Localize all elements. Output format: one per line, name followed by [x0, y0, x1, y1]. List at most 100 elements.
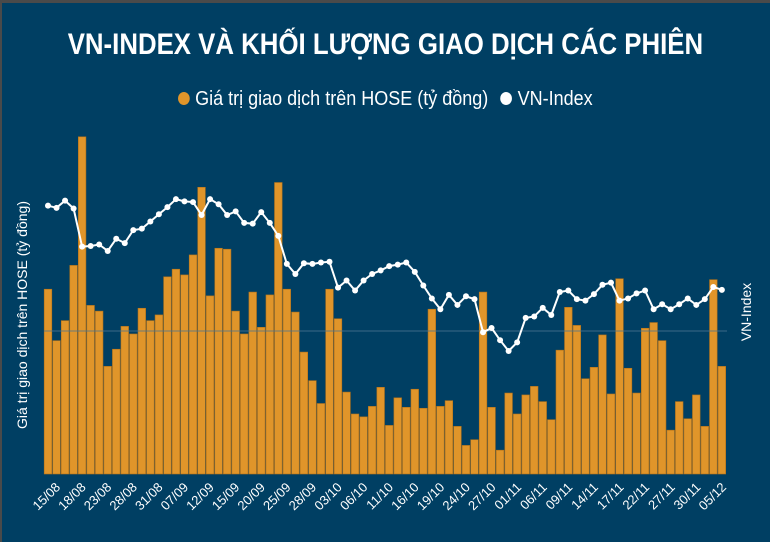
bar — [308, 380, 317, 475]
x-tick-label: 14/11 — [568, 480, 601, 513]
bar — [60, 320, 70, 475]
vn-index-point — [411, 268, 418, 275]
x-tick-label: 07/09 — [158, 480, 192, 514]
bar — [564, 307, 573, 475]
legend-bar-label: Giá trị giao dịch trên HOSE (tỷ đồng) — [194, 88, 488, 110]
vn-index-point — [633, 290, 640, 297]
bar — [530, 386, 539, 475]
bar — [376, 387, 385, 475]
vn-index-point — [548, 312, 555, 319]
vn-index-point — [147, 218, 154, 225]
bar — [581, 378, 590, 475]
bar — [78, 136, 87, 475]
vn-index-point — [181, 198, 188, 205]
bar — [52, 340, 61, 475]
x-tick-label: 25/09 — [260, 480, 294, 514]
x-tick-label: 22/11 — [619, 480, 652, 513]
chart-title: VN-INDEX VÀ KHỐI LƯỢNG GIAO DỊCH CÁC PHI… — [0, 28, 770, 62]
x-tick-label: 30/11 — [671, 480, 704, 513]
vn-index-point — [232, 208, 239, 215]
bar — [120, 326, 129, 475]
bar — [282, 288, 291, 475]
bar — [555, 349, 564, 475]
bar — [257, 327, 266, 475]
vn-index-point — [369, 271, 376, 278]
vn-index-point — [138, 225, 145, 232]
vn-index-point — [445, 291, 452, 298]
x-tick-label: 06/11 — [517, 480, 550, 513]
bar — [129, 333, 138, 475]
vn-index-point — [462, 293, 469, 300]
bar — [717, 366, 726, 475]
bar — [419, 407, 428, 475]
vn-index-point — [497, 337, 504, 344]
bar — [359, 416, 368, 475]
bar — [632, 392, 641, 475]
bar — [163, 276, 172, 475]
bar — [700, 426, 709, 475]
vn-index-point — [45, 202, 51, 209]
vn-index-point — [283, 260, 290, 267]
bar — [675, 401, 684, 475]
vn-index-point — [87, 242, 94, 249]
bar — [666, 429, 675, 475]
vn-index-point — [505, 347, 512, 354]
x-tick-label: 27/11 — [645, 480, 678, 513]
x-tick-label: 19/10 — [414, 480, 448, 514]
vn-index-point — [607, 279, 614, 286]
vn-index-point — [317, 259, 324, 266]
bar — [410, 388, 419, 475]
bar — [513, 413, 522, 475]
vn-index-point — [164, 204, 171, 211]
bar — [598, 334, 607, 475]
bar — [180, 274, 189, 475]
vn-index-point — [403, 259, 410, 266]
bar — [103, 366, 112, 475]
bar — [43, 288, 53, 475]
bar — [385, 425, 394, 475]
bar — [649, 322, 658, 475]
x-tick-label: 12/09 — [183, 480, 217, 514]
vn-index-point — [667, 306, 674, 313]
vn-index-point — [590, 291, 597, 298]
bar — [316, 403, 326, 475]
bar — [299, 351, 309, 475]
vn-index-point — [488, 324, 495, 331]
legend-bar-marker-icon — [177, 91, 190, 105]
vn-index-point — [335, 284, 342, 291]
vn-index-point — [514, 339, 521, 346]
bar — [223, 248, 232, 475]
x-tick-label: 06/10 — [337, 480, 371, 514]
bar — [265, 294, 274, 475]
vn-index-point — [710, 283, 717, 290]
bar — [521, 394, 530, 475]
bar — [427, 308, 436, 475]
x-tick-label: 31/08 — [132, 480, 166, 514]
vn-index-point — [300, 260, 307, 267]
bar — [393, 397, 402, 475]
x-tick-label: 15/09 — [209, 480, 243, 514]
vn-index-point — [198, 212, 205, 219]
bar — [538, 401, 547, 475]
vn-index-point — [70, 205, 77, 212]
bar — [640, 327, 650, 475]
vn-index-point — [249, 220, 256, 227]
legend-line-label: VN-Index — [517, 88, 593, 110]
vn-index-point — [275, 232, 282, 239]
bar — [658, 340, 667, 475]
vn-index-point — [343, 277, 350, 284]
bar — [623, 367, 633, 475]
bar — [171, 268, 181, 475]
vn-index-point — [394, 261, 401, 268]
x-tick-label: 28/09 — [286, 480, 320, 514]
bar — [692, 394, 701, 475]
vn-index-point — [599, 281, 606, 288]
vn-index-point — [437, 306, 444, 313]
bar — [487, 407, 496, 475]
bar — [436, 406, 445, 475]
vn-index-point — [650, 306, 657, 313]
chart-title-text: VN-INDEX VÀ KHỐI LƯỢNG GIAO DỊCH CÁC PHI… — [67, 28, 703, 61]
vn-index-point — [190, 199, 197, 206]
bar — [240, 333, 249, 475]
vn-index-point — [718, 286, 725, 293]
